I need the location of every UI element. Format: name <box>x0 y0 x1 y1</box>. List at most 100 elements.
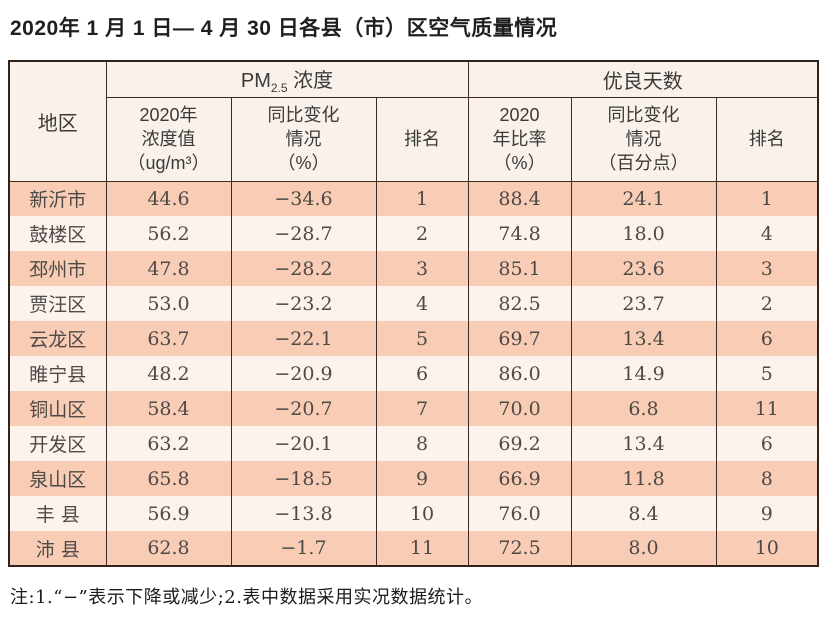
pm25-group-header: PM2.5 浓度 <box>105 61 469 98</box>
pm-value-cell: 56.9 <box>105 496 232 531</box>
good-change-column-header: 同比变化 情况 （百分点） <box>570 97 717 182</box>
table-header: 地区 PM2.5 浓度 优良天数 2020年 浓度值 （ug/m³） 同比变化 … <box>8 61 819 182</box>
region-cell: 贾汪区 <box>8 286 107 321</box>
good-ratio-cell: 76.0 <box>467 496 572 531</box>
good-rank-cell: 10 <box>715 531 819 566</box>
table-row: 丰 县 56.9 −13.8 10 76.0 8.4 9 <box>8 496 819 531</box>
good-rank-cell: 8 <box>715 461 819 496</box>
pm-change-cell: −28.2 <box>230 251 377 286</box>
pm-rank-cell: 11 <box>375 531 469 566</box>
pm-rank-cell: 5 <box>375 321 469 356</box>
good-ratio-cell: 69.7 <box>467 321 572 356</box>
region-cell: 沛 县 <box>8 531 107 566</box>
region-cell: 泉山区 <box>8 461 107 496</box>
table-row: 新沂市 44.6 −34.6 1 88.4 24.1 1 <box>8 181 819 216</box>
pm-value-cell: 48.2 <box>105 356 232 391</box>
good-ratio-column-header: 2020 年比率 （%） <box>467 97 572 182</box>
good-rank-cell: 6 <box>715 426 819 461</box>
pm-value-cell: 65.8 <box>105 461 232 496</box>
good-change-cell: 23.6 <box>570 251 717 286</box>
good-change-cell: 24.1 <box>570 181 717 216</box>
good-change-cell: 23.7 <box>570 286 717 321</box>
pm-change-cell: −20.1 <box>230 426 377 461</box>
pm-value-column-header: 2020年 浓度值 （ug/m³） <box>105 97 232 182</box>
region-cell: 丰 县 <box>8 496 107 531</box>
good-change-cell: 8.0 <box>570 531 717 566</box>
pm-change-cell: −34.6 <box>230 181 377 216</box>
good-rank-column-header: 排名 <box>715 97 819 182</box>
group-header-row: 地区 PM2.5 浓度 优良天数 <box>8 61 819 182</box>
air-quality-table: 地区 PM2.5 浓度 优良天数 2020年 浓度值 （ug/m³） 同比变化 … <box>8 60 820 567</box>
pm-value-cell: 63.2 <box>105 426 232 461</box>
good-change-cell: 6.8 <box>570 391 717 426</box>
pm-change-cell: −20.7 <box>230 391 377 426</box>
pm-rank-cell: 8 <box>375 426 469 461</box>
table-row: 沛 县 62.8 −1.7 11 72.5 8.0 10 <box>8 531 819 566</box>
good-ratio-cell: 72.5 <box>467 531 572 566</box>
pm-rank-cell: 4 <box>375 286 469 321</box>
good-ratio-cell: 70.0 <box>467 391 572 426</box>
footnote: 注:1.“−”表示下降或减少;2.表中数据采用实况数据统计。 <box>10 587 483 608</box>
table-row: 邳州市 47.8 −28.2 3 85.1 23.6 3 <box>8 251 819 286</box>
pm-rank-column-header: 排名 <box>375 97 469 182</box>
pm-rank-cell: 9 <box>375 461 469 496</box>
pm25-label-subscript: 2.5 <box>270 80 288 95</box>
table-row: 铜山区 58.4 −20.7 7 70.0 6.8 11 <box>8 391 819 426</box>
region-cell: 云龙区 <box>8 321 107 356</box>
table-body: 新沂市 44.6 −34.6 1 88.4 24.1 1 鼓楼区 56.2 −2… <box>8 181 819 566</box>
table-row: 开发区 63.2 −20.1 8 69.2 13.4 6 <box>8 426 819 461</box>
pm-change-cell: −20.9 <box>230 356 377 391</box>
good-change-cell: 18.0 <box>570 216 717 251</box>
pm-value-cell: 56.2 <box>105 216 232 251</box>
table-row: 贾汪区 53.0 −23.2 4 82.5 23.7 2 <box>8 286 819 321</box>
pm-value-cell: 62.8 <box>105 531 232 566</box>
pm-value-cell: 44.6 <box>105 181 232 216</box>
pm-change-column-header: 同比变化 情况 （%） <box>230 97 377 182</box>
pm-rank-cell: 7 <box>375 391 469 426</box>
pm-change-cell: −18.5 <box>230 461 377 496</box>
good-rank-cell: 6 <box>715 321 819 356</box>
good-rank-cell: 4 <box>715 216 819 251</box>
good-ratio-cell: 82.5 <box>467 286 572 321</box>
pm-change-cell: −28.7 <box>230 216 377 251</box>
good-ratio-cell: 69.2 <box>467 426 572 461</box>
pm-value-cell: 58.4 <box>105 391 232 426</box>
good-rank-cell: 11 <box>715 391 819 426</box>
good-rank-cell: 3 <box>715 251 819 286</box>
good-rank-cell: 2 <box>715 286 819 321</box>
good-rank-cell: 5 <box>715 356 819 391</box>
pm-change-cell: −1.7 <box>230 531 377 566</box>
pm-change-cell: −13.8 <box>230 496 377 531</box>
table-row: 鼓楼区 56.2 −28.7 2 74.8 18.0 4 <box>8 216 819 251</box>
pm-value-cell: 63.7 <box>105 321 232 356</box>
sub-header-row: 2020年 浓度值 （ug/m³） 同比变化 情况 （%） 排名 2020 年比… <box>9 97 819 182</box>
pm-rank-cell: 1 <box>375 181 469 216</box>
pm25-label-main: PM <box>240 69 271 92</box>
good-rank-cell: 9 <box>715 496 819 531</box>
good-change-cell: 14.9 <box>570 356 717 391</box>
good-ratio-cell: 74.8 <box>467 216 572 251</box>
pm-rank-cell: 10 <box>375 496 469 531</box>
pm-change-cell: −23.2 <box>230 286 377 321</box>
region-column-header: 地区 <box>8 61 107 182</box>
table-row: 泉山区 65.8 −18.5 9 66.9 11.8 8 <box>8 461 819 496</box>
pm-value-cell: 47.8 <box>105 251 232 286</box>
region-cell: 新沂市 <box>8 181 107 216</box>
region-cell: 邳州市 <box>8 251 107 286</box>
region-cell: 开发区 <box>8 426 107 461</box>
pm-value-cell: 53.0 <box>105 286 232 321</box>
good-ratio-cell: 85.1 <box>467 251 572 286</box>
region-cell: 铜山区 <box>8 391 107 426</box>
region-cell: 睢宁县 <box>8 356 107 391</box>
table-row: 睢宁县 48.2 −20.9 6 86.0 14.9 5 <box>8 356 819 391</box>
pm-rank-cell: 3 <box>375 251 469 286</box>
good-ratio-cell: 88.4 <box>467 181 572 216</box>
good-ratio-cell: 86.0 <box>467 356 572 391</box>
pm25-label-rest: 浓度 <box>287 69 334 92</box>
table-row: 云龙区 63.7 −22.1 5 69.7 13.4 6 <box>8 321 819 356</box>
region-cell: 鼓楼区 <box>8 216 107 251</box>
good-days-group-header: 优良天数 <box>467 61 819 98</box>
good-rank-cell: 1 <box>715 181 819 216</box>
pm-change-cell: −22.1 <box>230 321 377 356</box>
